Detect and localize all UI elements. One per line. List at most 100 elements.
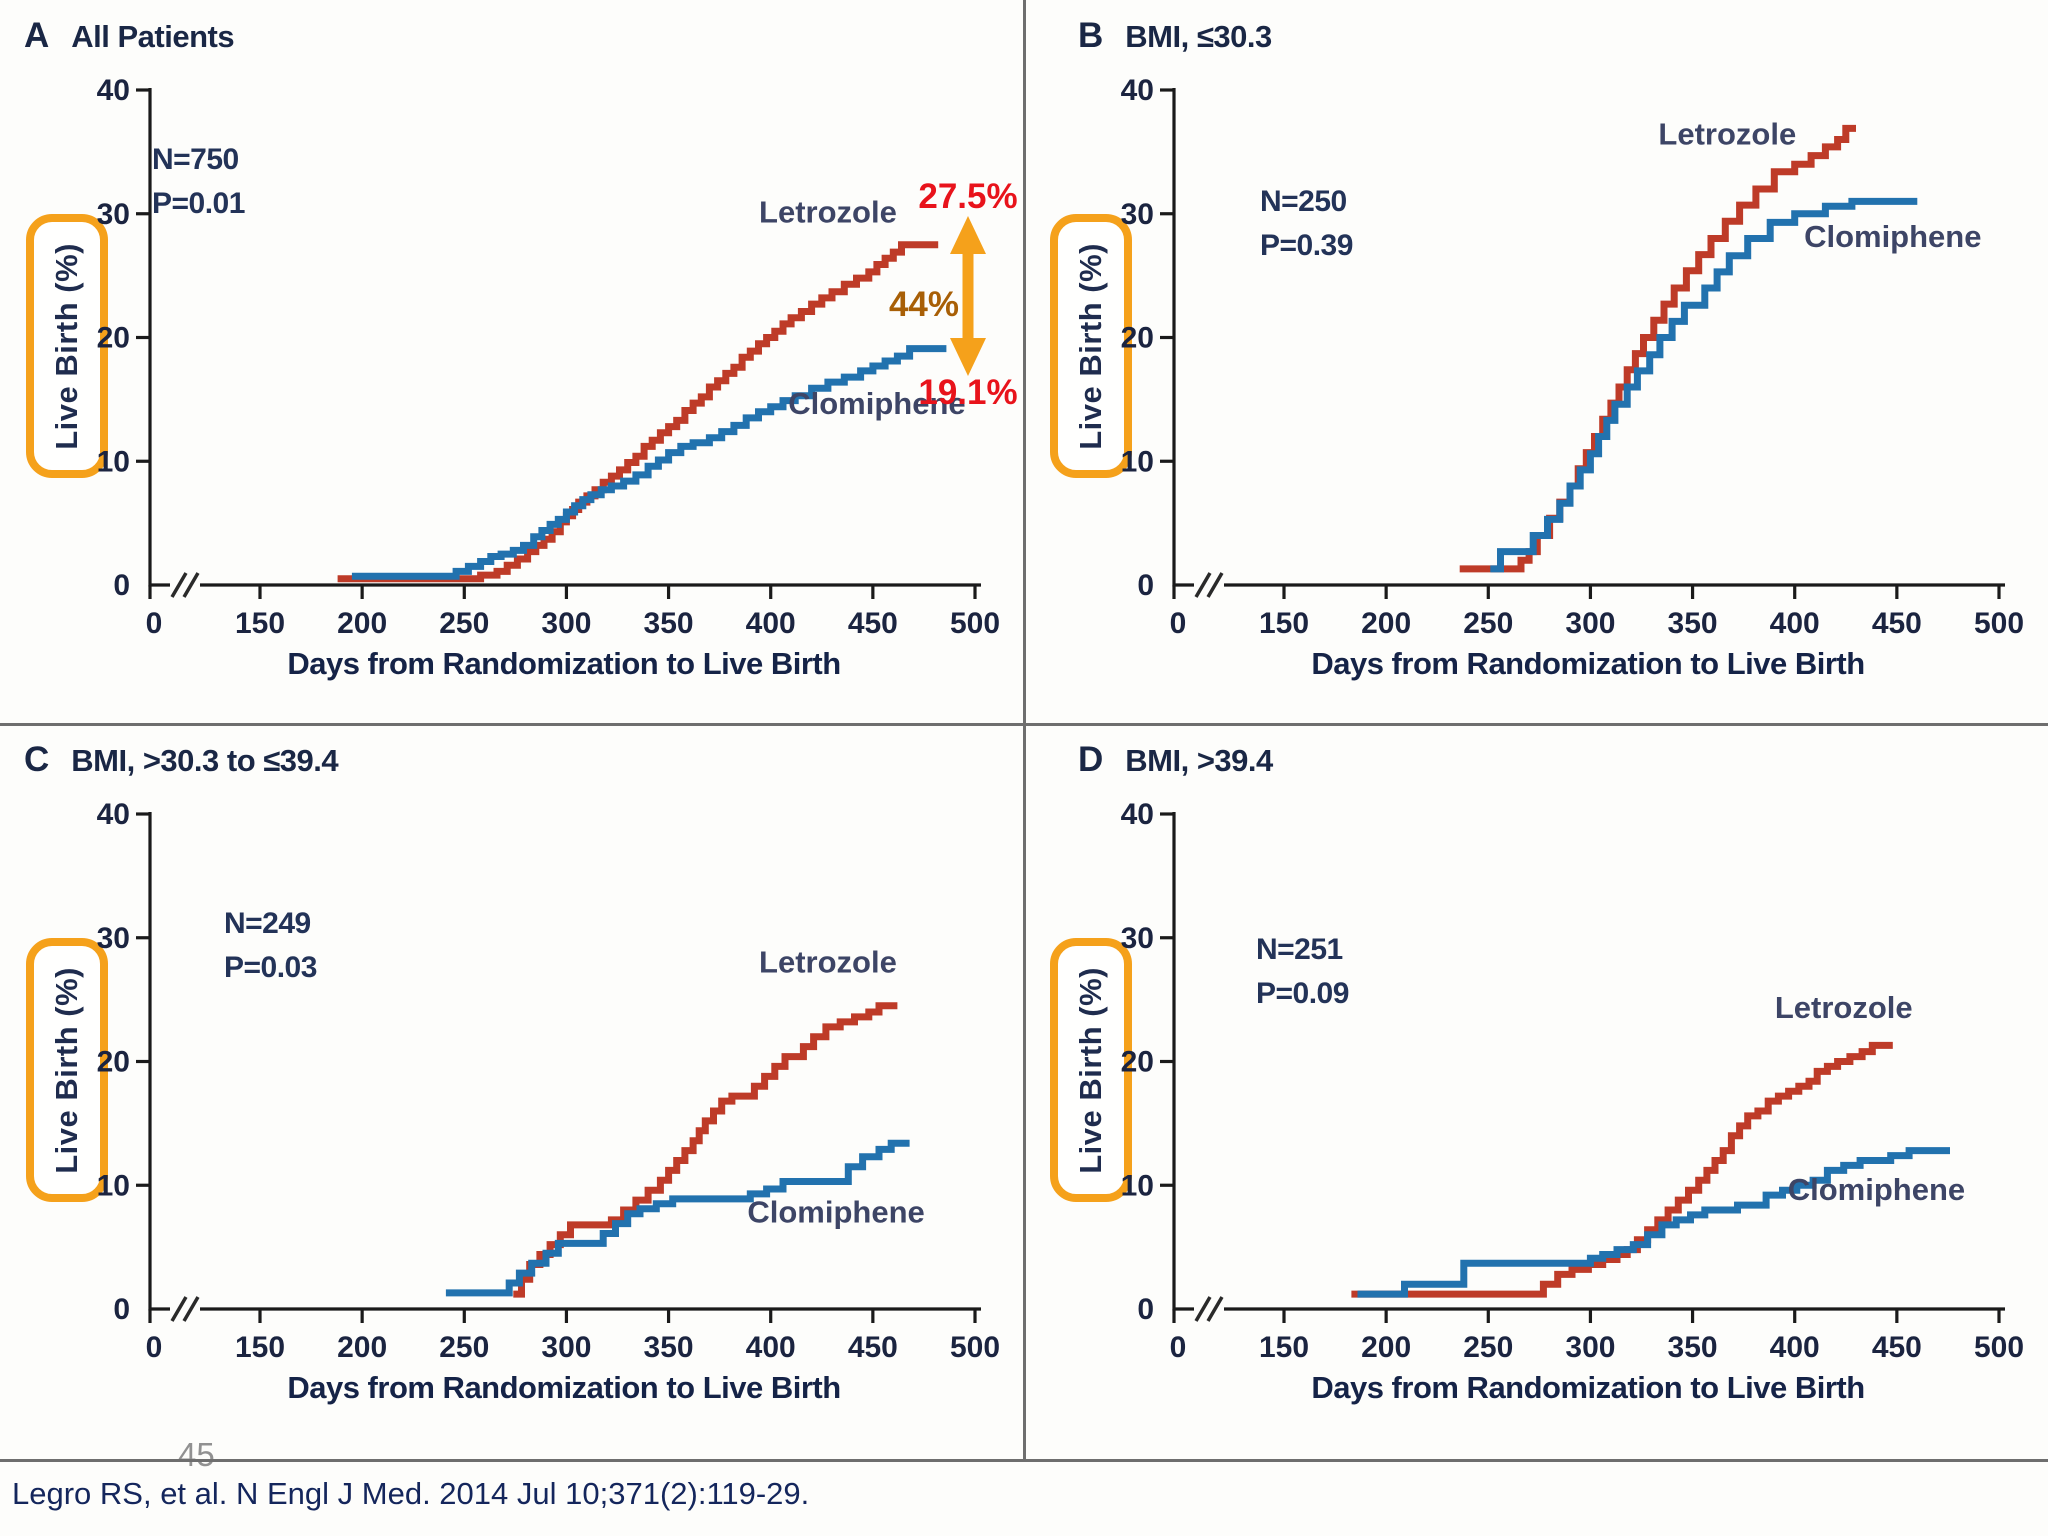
x-tick-label: 200 [337,607,387,640]
x-tick-label: 150 [1259,1331,1309,1364]
x-tick-label: 400 [746,1331,796,1364]
y-tick-label: 0 [1137,1293,1154,1326]
axis-break-mark [170,1296,188,1322]
clomiphene-label: Clomiphene [788,386,965,421]
x-tick-label: 500 [950,607,1000,640]
p-label: P=0.03 [224,951,317,984]
relative-difference-percent: 44% [889,285,959,324]
y-tick-label: 0 [1137,569,1154,602]
letrozole-label: Letrozole [1658,116,1796,151]
arrow-shaft [962,250,974,342]
panel-b-title: B BMI, ≤30.3 [1078,16,1272,56]
x-tick-label: 250 [439,607,489,640]
axis-break-mark [182,1296,200,1322]
x-tick-label: 400 [746,607,796,640]
panel-divider-horizontal [0,723,2048,726]
y-tick-label: 0 [113,569,130,602]
x-axis-label: Days from Randomization to Live Birth [1311,1370,1865,1405]
x-tick-label: 400 [1770,1331,1820,1364]
y-tick-label: 20 [1121,1046,1154,1079]
axis-break-mark [1206,1296,1224,1322]
n-label: N=251 [1256,933,1343,966]
x-axis-label: Days from Randomization to Live Birth [287,1370,841,1405]
x-tick-label: 0 [1170,607,1187,640]
p-label: P=0.01 [152,187,245,220]
panel-c-title: C BMI, >30.3 to ≤39.4 [24,740,339,780]
y-tick-label: 30 [97,922,130,955]
y-tick-label: 40 [1121,798,1154,831]
x-tick-label: 400 [1770,607,1820,640]
panel-d-bmi-high: D BMI, >39.4 N=251 P=0.09 Live Birth (%) … [1024,724,2048,1460]
letrozole-label: Letrozole [1775,990,1913,1025]
x-tick-label: 350 [644,1331,694,1364]
axes-frame [1172,88,2005,587]
footer-divider-line [0,1459,2048,1462]
panel-c-bmi-mid: C BMI, >30.3 to ≤39.4 N=249 P=0.03 Live B… [0,724,1024,1460]
axis-break-mark [1194,572,1212,598]
citation-text: Legro RS, et al. N Engl J Med. 2014 Jul … [12,1476,810,1511]
x-tick-label: 150 [1259,607,1309,640]
axis-break-mark [182,572,200,598]
x-tick-label: 450 [1872,607,1922,640]
clomiphene-label: Clomiphene [747,1194,924,1229]
x-tick-label: 350 [1668,1331,1718,1364]
x-tick-label: 150 [235,607,285,640]
x-tick-label: 0 [1170,1331,1187,1364]
y-axis-label-box: Live Birth (%) [26,938,108,1202]
panel-c-letter: C [24,740,50,779]
panel-b-letter: B [1078,16,1104,55]
x-tick-label: 200 [337,1331,387,1364]
panel-b-stats: N=250 P=0.39 [1260,180,1353,268]
clomiphene-final-percent: 19.1% [918,373,1017,412]
x-tick-label: 0 [146,1331,163,1364]
clomiphene-curve [1357,1147,1950,1298]
y-tick-label: 30 [1121,922,1154,955]
x-tick-label: 250 [1463,607,1513,640]
y-tick-label: 40 [1121,74,1154,107]
y-tick-label: 10 [1121,445,1154,478]
letrozole-label: Letrozole [759,194,897,229]
x-tick-label: 450 [1872,1331,1922,1364]
letrozole-curve [337,241,939,583]
x-tick-label: 300 [541,607,591,640]
x-tick-label: 500 [950,1331,1000,1364]
panel-d-title: D BMI, >39.4 [1078,740,1273,780]
p-label: P=0.39 [1260,229,1353,262]
y-tick-label: 20 [1121,322,1154,355]
clomiphene-label: Clomiphene [1804,219,1981,254]
x-tick-label: 350 [1668,607,1718,640]
panel-b-title-text: BMI, ≤30.3 [1125,19,1272,54]
x-tick-label: 250 [439,1331,489,1364]
x-tick-label: 300 [1565,1331,1615,1364]
x-tick-label: 200 [1361,1331,1411,1364]
y-tick-label: 0 [113,1293,130,1326]
x-tick-label: 300 [541,1331,591,1364]
n-label: N=249 [224,907,311,940]
panel-a-all-patients: A All Patients N=750 P=0.01 Live Birth (%… [0,0,1024,724]
panel-divider-vertical [1023,0,1026,1461]
y-tick-label: 20 [97,1046,130,1079]
x-tick-label: 350 [644,607,694,640]
x-tick-label: 250 [1463,1331,1513,1364]
n-label: N=750 [152,143,239,176]
y-tick-label: 30 [1121,198,1154,231]
x-tick-label: 300 [1565,607,1615,640]
letrozole-label: Letrozole [759,944,897,979]
x-tick-label: 500 [1974,1331,2024,1364]
clomiphene-curve [351,345,947,580]
axis-break-mark [1194,1296,1212,1322]
panel-d-title-text: BMI, >39.4 [1125,743,1273,778]
panel-d-stats: N=251 P=0.09 [1256,928,1349,1016]
x-tick-label: 500 [1974,607,2024,640]
letrozole-final-percent: 27.5% [918,177,1017,216]
panel-d-letter: D [1078,740,1104,779]
x-axis-label: Days from Randomization to Live Birth [287,646,841,681]
clomiphene-curve [1490,197,1918,573]
x-tick-label: 150 [235,1331,285,1364]
n-label: N=250 [1260,185,1347,218]
y-tick-label: 10 [97,1169,130,1202]
p-label: P=0.09 [1256,977,1349,1010]
